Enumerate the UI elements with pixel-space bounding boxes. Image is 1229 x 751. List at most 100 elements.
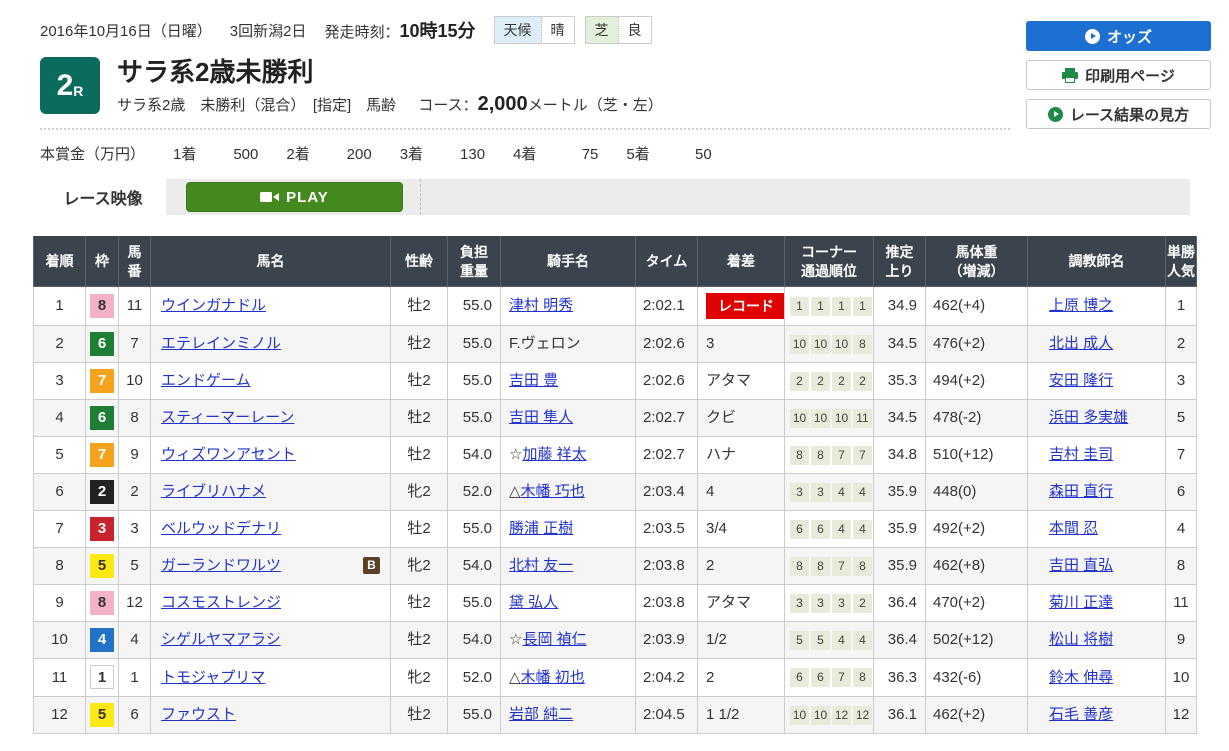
horse-link[interactable]: エテレインミノル [161, 335, 282, 352]
horse-name-cell: スティーマーレーン [150, 399, 391, 437]
corner-position: 12 [832, 705, 851, 725]
corner-position: 10 [811, 334, 830, 354]
jockey-cell: F.ヴェロン [500, 325, 636, 363]
frame-cell: 1 [85, 658, 119, 697]
win-favorite: 7 [1165, 436, 1197, 474]
guide-arrow-icon [1047, 106, 1063, 122]
horse-weight: 494(+2) [925, 362, 1028, 400]
trainer-link[interactable]: 吉村 圭司 [1049, 446, 1114, 463]
trainer-link[interactable]: 吉田 直弘 [1049, 557, 1114, 574]
sex-age: 牝2 [390, 658, 448, 697]
corner-position: 6 [790, 519, 809, 539]
horse-link[interactable]: ウインガナドル [161, 297, 267, 314]
corner-position: 8 [853, 668, 872, 688]
trainer-link[interactable]: 北出 成人 [1049, 335, 1114, 352]
race-video-strip: レース映像 PLAY [40, 179, 1190, 215]
table-row: 4 6 8 スティーマーレーン 牡2 55.0 吉田 隼人 2:02.7 クビ 10 10 10 11 3… [33, 399, 1197, 437]
trainer-link[interactable]: 森田 直行 [1049, 483, 1114, 500]
horse-link[interactable]: ガーランドワルツ [161, 557, 282, 574]
trainer-link[interactable]: 本間 忍 [1049, 520, 1099, 537]
finish-position: 9 [33, 584, 86, 622]
horse-link[interactable]: ライブリハナメ [161, 483, 267, 500]
last-3f: 34.9 [873, 286, 926, 326]
race-title: サラ系2歳未勝利 [117, 57, 314, 87]
result-guide-button[interactable]: レース結果の見方 [1026, 99, 1211, 129]
print-page-button[interactable]: 印刷用ページ [1026, 60, 1211, 90]
trainer-link[interactable]: 安田 隆行 [1049, 372, 1114, 389]
sex-age: 牝2 [390, 547, 448, 585]
weather-badge: 天候 晴 [493, 16, 575, 44]
prize-amount: 50 [695, 146, 712, 163]
horse-link[interactable]: スティーマーレーン [161, 409, 295, 426]
last-3f: 36.4 [873, 584, 926, 622]
jockey-cell: ☆加藤 祥太 [500, 436, 636, 474]
printer-icon [1062, 67, 1079, 83]
trainer-cell: 松山 将樹 [1027, 621, 1166, 659]
trainer-link[interactable]: 上原 博之 [1049, 297, 1114, 314]
jockey-link[interactable]: 黛 弘人 [509, 594, 559, 611]
corner-position: 1 [853, 296, 872, 316]
horse-link[interactable]: トモジャプリマ [161, 668, 266, 686]
jockey-link[interactable]: 木幡 巧也 [520, 483, 585, 500]
corner-position: 12 [853, 705, 872, 725]
jockey-link[interactable]: 岩部 純二 [509, 706, 574, 723]
print-page-label: 印刷用ページ [1085, 67, 1175, 85]
trainer-cell: 森田 直行 [1027, 473, 1166, 511]
strip-divider [420, 179, 421, 215]
trainer-link[interactable]: 菊川 正達 [1049, 594, 1114, 611]
finish-position: 7 [33, 510, 86, 548]
trainer-link[interactable]: 鈴木 伸尋 [1049, 668, 1114, 686]
corner-position: 10 [832, 408, 851, 428]
race-conditions: サラ系2歳 未勝利（混合） [指定] 馬齢 コース：2,000メートル（芝・左） [117, 93, 663, 116]
jockey-link[interactable]: 長岡 禎仁 [522, 631, 587, 648]
carried-weight: 54.0 [447, 436, 501, 474]
horse-link[interactable]: ベルウッドデナリ [161, 520, 282, 537]
horse-weight: 432(-6) [925, 658, 1028, 697]
corner-position: 8 [853, 334, 872, 354]
corner-position: 8 [790, 556, 809, 576]
corner-position: 4 [832, 482, 851, 502]
corner-position: 3 [832, 593, 851, 613]
jockey-link[interactable]: 津村 明秀 [509, 297, 574, 314]
jockey-link[interactable]: 木幡 初也 [520, 668, 585, 686]
horse-link[interactable]: コスモストレンジ [161, 594, 282, 611]
horse-link[interactable]: エンドゲーム [161, 372, 251, 389]
trainer-link[interactable]: 浜田 多実雄 [1049, 409, 1129, 426]
jockey-link[interactable]: 北村 友一 [509, 557, 574, 574]
corner-position: 5 [790, 630, 809, 650]
horse-link[interactable]: シゲルヤマアラシ [161, 631, 281, 648]
weather-value: 晴 [540, 17, 574, 43]
jockey-link[interactable]: 勝浦 正樹 [509, 520, 574, 537]
jockey-link[interactable]: 吉田 豊 [509, 372, 559, 389]
prize-place: 5着 [626, 146, 650, 163]
frame-cell: 5 [85, 547, 119, 585]
trainer-cell: 菊川 正達 [1027, 584, 1166, 622]
carried-weight: 55.0 [447, 325, 501, 363]
last-3f: 35.9 [873, 510, 926, 548]
col-margin: 着差 [697, 236, 785, 287]
trainer-link[interactable]: 石毛 善彦 [1049, 706, 1114, 723]
prize-place: 1着 [173, 146, 197, 163]
play-button[interactable]: PLAY [186, 182, 403, 212]
trainer-link[interactable]: 松山 将樹 [1049, 631, 1114, 648]
corner-position: 11 [853, 408, 872, 428]
jockey-cell: △木幡 巧也 [500, 473, 636, 511]
col-win-favorite: 単勝 人気 [1165, 236, 1197, 287]
track-value: 良 [617, 17, 651, 43]
last-3f: 36.4 [873, 621, 926, 659]
horse-link[interactable]: ファウスト [161, 706, 237, 723]
horse-name-cell: コスモストレンジ [150, 584, 391, 622]
horse-link[interactable]: ウィズワンアセント [161, 446, 296, 463]
jockey-link[interactable]: 吉田 隼人 [509, 409, 574, 426]
corner-position: 8 [790, 445, 809, 465]
horse-name-cell: シゲルヤマアラシ [150, 621, 391, 659]
frame-badge: 6 [90, 406, 114, 430]
odds-button[interactable]: オッズ [1026, 21, 1211, 51]
horse-number: 9 [118, 436, 151, 474]
corner-position: 2 [832, 371, 851, 391]
jockey-link[interactable]: 加藤 祥太 [522, 446, 587, 463]
corner-position: 8 [853, 556, 872, 576]
last-3f: 35.3 [873, 362, 926, 400]
